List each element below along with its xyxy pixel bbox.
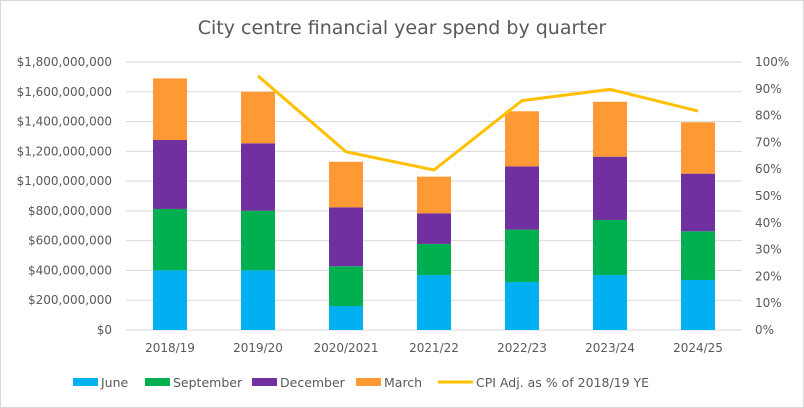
y2-tick-label: 10% xyxy=(755,296,782,310)
bar-june-2021/22 xyxy=(417,275,451,330)
y-tick-label: $600,000,000 xyxy=(28,234,112,248)
bar-june-2022/23 xyxy=(505,282,539,330)
bar-september-2021/22 xyxy=(417,243,451,276)
cpi-line xyxy=(257,74,699,172)
y2-tick-label: 0% xyxy=(755,323,774,337)
bar-september-2020/2021 xyxy=(329,266,363,307)
bar-december-2022/23 xyxy=(505,166,539,230)
bar-december-2023/24 xyxy=(593,156,627,220)
bar-december-2024/25 xyxy=(681,173,715,232)
bar-june-2020/2021 xyxy=(329,306,363,330)
x-tick-label: 2020/2021 xyxy=(313,341,378,355)
y2-tick-label: 100% xyxy=(755,55,789,69)
bar-june-2023/24 xyxy=(593,275,627,330)
y2-tick-label: 80% xyxy=(755,109,782,123)
y2-tick-label: 50% xyxy=(755,189,782,203)
bar-december-2020/2021 xyxy=(329,207,363,267)
legend-item-march: March xyxy=(356,375,422,390)
bar-march-2022/23 xyxy=(505,111,539,167)
y-tick-label: $200,000,000 xyxy=(28,293,112,307)
y2-tick-label: 20% xyxy=(755,269,782,283)
bar-september-2019/20 xyxy=(241,210,275,271)
bar-march-2018/19 xyxy=(153,78,187,141)
legend-label: September xyxy=(173,375,243,390)
bar-june-2018/19 xyxy=(153,270,187,330)
bars xyxy=(153,78,715,330)
legend-item-december: December xyxy=(252,375,346,390)
y-tick-label: $800,000,000 xyxy=(28,204,112,218)
y-tick-label: $1,600,000,000 xyxy=(17,85,112,99)
bar-december-2018/19 xyxy=(153,140,187,209)
y-tick-label: $400,000,000 xyxy=(28,263,112,277)
legend-swatch xyxy=(252,378,277,386)
bar-june-2024/25 xyxy=(681,279,715,330)
y-tick-label: $1,800,000,000 xyxy=(17,55,112,69)
y-axis-left: $0 $200,000,000 $400,000,000 $600,000,000 $8… xyxy=(17,55,112,337)
y2-tick-label: 30% xyxy=(755,243,782,257)
legend-label: March xyxy=(384,375,422,390)
y2-tick-label: 70% xyxy=(755,135,782,149)
bar-september-2018/19 xyxy=(153,208,187,271)
y-tick-label: $1,200,000,000 xyxy=(17,144,112,158)
legend: June September December March CPI Adj. as % … xyxy=(73,375,649,390)
bar-march-2019/20 xyxy=(241,91,275,144)
bar-september-2024/25 xyxy=(681,231,715,280)
y2-tick-label: 40% xyxy=(755,216,782,230)
bar-december-2021/22 xyxy=(417,213,451,244)
bar-september-2023/24 xyxy=(593,219,627,276)
legend-label: December xyxy=(280,375,346,390)
bar-june-2019/20 xyxy=(241,270,275,330)
chart-title: City centre financial year spend by quar… xyxy=(198,17,607,39)
x-tick-label: 2019/20 xyxy=(233,341,283,355)
legend-label: June xyxy=(100,375,129,390)
x-tick-label: 2023/24 xyxy=(585,341,635,355)
x-tick-label: 2018/19 xyxy=(145,341,195,355)
legend-swatch xyxy=(356,378,381,386)
bar-march-2021/22 xyxy=(417,176,451,214)
bar-december-2019/20 xyxy=(241,143,275,211)
y2-tick-label: 60% xyxy=(755,162,782,176)
x-tick-label: 2021/22 xyxy=(409,341,459,355)
legend-item-june: June xyxy=(73,375,129,390)
x-tick-label: 2024/25 xyxy=(673,341,723,355)
gridlines xyxy=(126,61,742,331)
bar-march-2023/24 xyxy=(593,101,627,157)
legend-item-cpi: CPI Adj. as % of 2018/19 YE xyxy=(438,375,649,390)
y-tick-label: $0 xyxy=(97,323,112,337)
legend-swatch xyxy=(145,378,170,386)
x-tick-label: 2022/23 xyxy=(497,341,547,355)
bar-march-2020/2021 xyxy=(329,161,363,208)
bar-september-2022/23 xyxy=(505,229,539,283)
cpi-line-path xyxy=(257,74,699,172)
y-tick-label: $1,000,000,000 xyxy=(17,174,112,188)
legend-label: CPI Adj. as % of 2018/19 YE xyxy=(476,375,649,390)
y-axis-right: 0% 10% 20% 30% 40% 50% 60% 70% 80% 90% 100% xyxy=(755,55,789,337)
y2-tick-label: 90% xyxy=(755,82,782,96)
x-axis: 2018/19 2019/20 2020/2021 2021/22 2022/23 202… xyxy=(145,341,723,355)
legend-swatch xyxy=(73,378,98,386)
y-tick-label: $1,400,000,000 xyxy=(17,115,112,129)
bar-march-2024/25 xyxy=(681,122,715,174)
legend-item-september: September xyxy=(145,375,243,390)
